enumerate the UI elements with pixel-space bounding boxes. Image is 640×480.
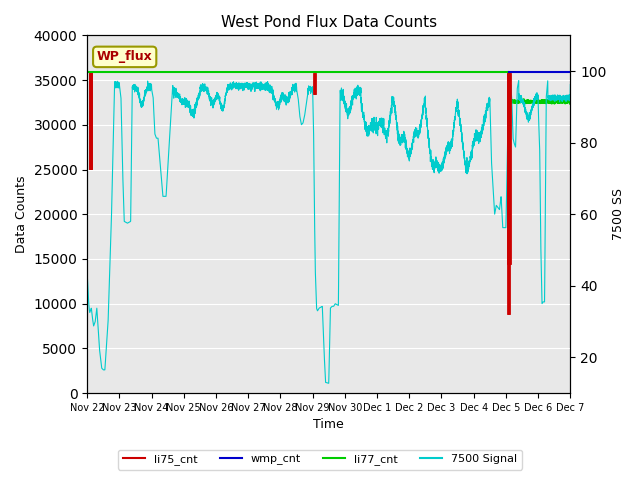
X-axis label: Time: Time — [314, 419, 344, 432]
Text: WP_flux: WP_flux — [97, 50, 152, 63]
Legend: li75_cnt, wmp_cnt, li77_cnt, 7500 Signal: li75_cnt, wmp_cnt, li77_cnt, 7500 Signal — [118, 450, 522, 469]
Y-axis label: 7500 SS: 7500 SS — [612, 188, 625, 240]
Title: West Pond Flux Data Counts: West Pond Flux Data Counts — [221, 15, 437, 30]
Y-axis label: Data Counts: Data Counts — [15, 176, 28, 253]
